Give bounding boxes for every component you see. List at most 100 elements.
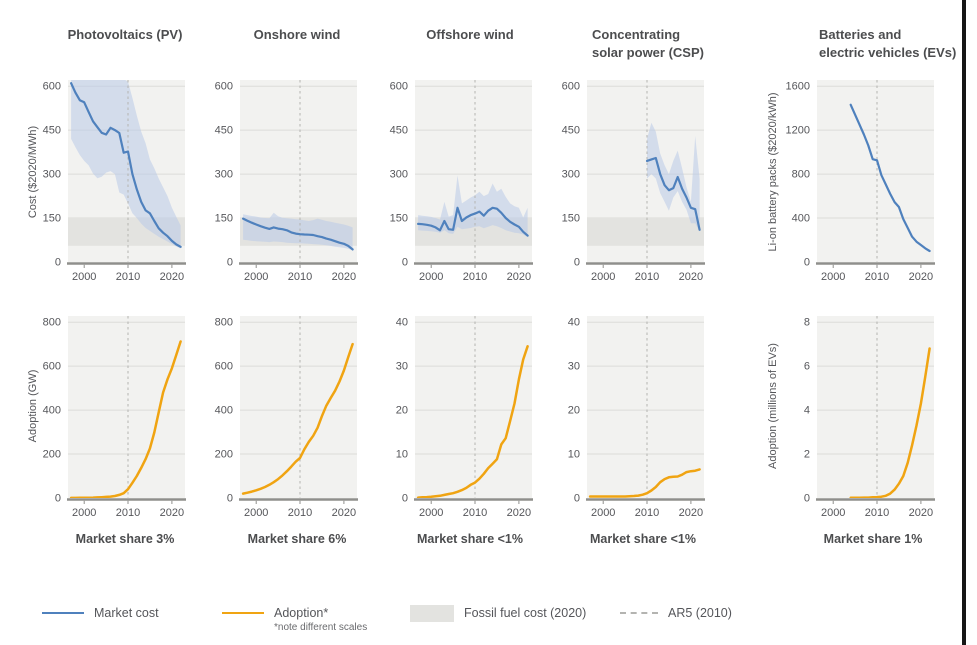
legend-item-fossil-fuel: Fossil fuel cost (2020) xyxy=(410,600,586,626)
svg-text:2: 2 xyxy=(804,449,810,461)
column-title-offshore-line1: Offshore wind xyxy=(426,27,514,42)
svg-text:150: 150 xyxy=(215,213,233,225)
svg-text:2010: 2010 xyxy=(288,271,312,283)
pv-cost-chart: 2000 2010 2020 0 150 300 450 600 xyxy=(43,80,186,283)
svg-text:2000: 2000 xyxy=(419,507,443,519)
svg-text:2000: 2000 xyxy=(72,271,96,283)
column-title-pv-line1: Photovoltaics (PV) xyxy=(67,27,183,42)
svg-text:2020: 2020 xyxy=(160,271,184,283)
svg-text:8: 8 xyxy=(804,317,810,329)
svg-text:0: 0 xyxy=(55,257,61,269)
svg-text:0: 0 xyxy=(402,493,408,505)
market-share-pv: Market share 3% xyxy=(75,532,175,546)
svg-text:450: 450 xyxy=(215,125,233,137)
svg-text:2020: 2020 xyxy=(909,507,933,519)
svg-text:150: 150 xyxy=(390,213,408,225)
svg-text:400: 400 xyxy=(43,405,61,417)
svg-text:800: 800 xyxy=(792,169,810,181)
svg-text:2010: 2010 xyxy=(463,507,487,519)
svg-text:2020: 2020 xyxy=(507,507,531,519)
svg-text:2010: 2010 xyxy=(635,271,659,283)
svg-text:150: 150 xyxy=(43,213,61,225)
svg-text:600: 600 xyxy=(43,361,61,373)
svg-text:1600: 1600 xyxy=(786,81,810,93)
column-title-pv: Photovoltaics (PV) xyxy=(35,26,215,44)
svg-text:450: 450 xyxy=(562,125,580,137)
svg-text:2010: 2010 xyxy=(463,271,487,283)
svg-text:2020: 2020 xyxy=(679,507,703,519)
svg-text:150: 150 xyxy=(562,213,580,225)
onshore-adoption-chart: 2000 2010 2020 0 200 400 600 800 xyxy=(215,316,358,519)
svg-text:450: 450 xyxy=(390,125,408,137)
svg-text:2020: 2020 xyxy=(160,507,184,519)
legend-item-ar5: AR5 (2010) xyxy=(620,600,732,626)
page-edge-line xyxy=(962,0,966,645)
svg-text:2000: 2000 xyxy=(591,271,615,283)
svg-text:2000: 2000 xyxy=(244,507,268,519)
ar5-dashed-line-swatch xyxy=(620,612,658,614)
svg-text:2010: 2010 xyxy=(116,507,140,519)
svg-text:400: 400 xyxy=(215,405,233,417)
svg-text:2000: 2000 xyxy=(591,507,615,519)
legend-note-different-scales: *note different scales xyxy=(274,622,368,633)
svg-text:300: 300 xyxy=(43,169,61,181)
svg-text:2010: 2010 xyxy=(635,507,659,519)
column-title-ev: Batteries and electric vehicles (EVs) xyxy=(819,26,956,62)
svg-text:300: 300 xyxy=(215,169,233,181)
svg-text:2000: 2000 xyxy=(72,507,96,519)
svg-text:0: 0 xyxy=(804,257,810,269)
svg-text:600: 600 xyxy=(390,81,408,93)
svg-text:300: 300 xyxy=(390,169,408,181)
svg-text:2010: 2010 xyxy=(116,271,140,283)
svg-text:2020: 2020 xyxy=(332,271,356,283)
svg-text:2010: 2010 xyxy=(288,507,312,519)
svg-text:40: 40 xyxy=(568,317,580,329)
svg-text:2010: 2010 xyxy=(865,507,889,519)
svg-text:600: 600 xyxy=(215,361,233,373)
svg-text:30: 30 xyxy=(396,361,408,373)
svg-text:20: 20 xyxy=(396,405,408,417)
svg-text:30: 30 xyxy=(568,361,580,373)
adoption-line-swatch xyxy=(222,612,264,614)
column-title-csp-line1: Concentrating xyxy=(592,27,681,42)
svg-text:450: 450 xyxy=(43,125,61,137)
svg-text:0: 0 xyxy=(574,257,580,269)
svg-text:0: 0 xyxy=(574,493,580,505)
svg-text:1200: 1200 xyxy=(786,125,810,137)
legend-label-ar5: AR5 (2010) xyxy=(668,606,732,620)
svg-text:300: 300 xyxy=(562,169,580,181)
csp-cost-chart: 2000 2010 2020 0 150 300 450 600 xyxy=(562,80,705,283)
offshore-adoption-chart: 2000 2010 2020 0 10 20 30 40 xyxy=(396,316,533,519)
svg-text:2000: 2000 xyxy=(244,271,268,283)
market-cost-line-swatch xyxy=(42,612,84,614)
svg-text:2000: 2000 xyxy=(419,271,443,283)
offshore-cost-chart: 2000 2010 2020 0 150 300 450 600 xyxy=(390,80,533,283)
csp-adoption-chart: 2000 2010 2020 0 10 20 30 40 xyxy=(568,316,705,519)
legend-label-adoption: Adoption* xyxy=(274,606,329,620)
svg-text:2020: 2020 xyxy=(332,507,356,519)
svg-text:0: 0 xyxy=(227,257,233,269)
svg-text:2000: 2000 xyxy=(821,271,845,283)
column-title-onshore: Onshore wind xyxy=(207,26,387,44)
market-share-offshore: Market share <1% xyxy=(417,532,523,546)
svg-text:200: 200 xyxy=(43,449,61,461)
svg-text:600: 600 xyxy=(562,81,580,93)
legend-item-adoption: Adoption* xyxy=(222,600,328,626)
legend-label-market-cost: Market cost xyxy=(94,606,159,620)
column-title-onshore-line1: Onshore wind xyxy=(253,27,341,42)
svg-text:4: 4 xyxy=(804,405,810,417)
svg-text:10: 10 xyxy=(568,449,580,461)
legend-item-market-cost: Market cost xyxy=(42,600,159,626)
column-title-offshore: Offshore wind xyxy=(380,26,560,44)
pv-adoption-chart: 2000 2010 2020 0 200 400 600 800 xyxy=(43,316,186,519)
svg-text:600: 600 xyxy=(43,81,61,93)
svg-text:10: 10 xyxy=(396,449,408,461)
svg-text:0: 0 xyxy=(804,493,810,505)
svg-text:600: 600 xyxy=(215,81,233,93)
svg-text:0: 0 xyxy=(55,493,61,505)
svg-text:400: 400 xyxy=(792,213,810,225)
svg-text:6: 6 xyxy=(804,361,810,373)
ev-adoption-chart: 2000 2010 2020 0 2 4 6 8 xyxy=(804,316,935,519)
svg-text:0: 0 xyxy=(402,257,408,269)
column-title-ev-line1: Batteries and xyxy=(819,27,902,42)
